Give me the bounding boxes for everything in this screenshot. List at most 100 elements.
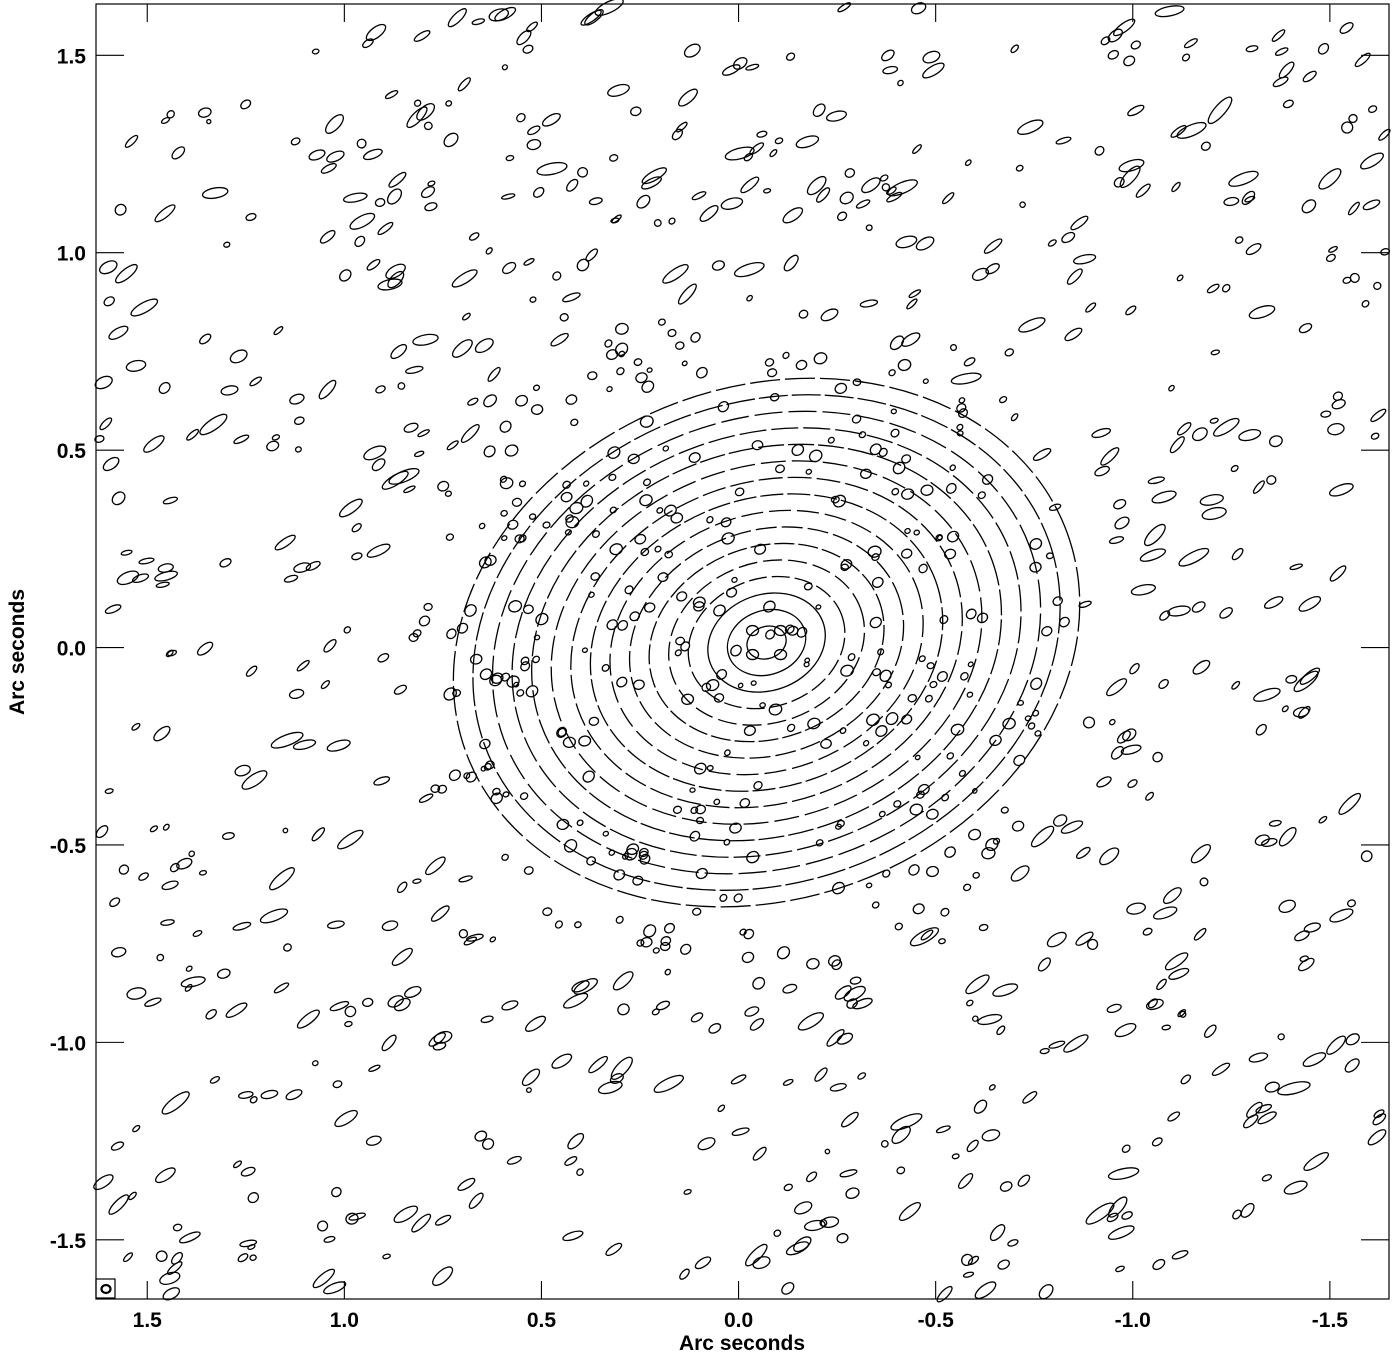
beam-box	[95, 1278, 116, 1299]
contour-blob	[1013, 754, 1026, 767]
contour-blob	[393, 997, 411, 1012]
contour-blob	[393, 1205, 419, 1224]
contour-blob	[908, 864, 920, 876]
contour-blob	[443, 132, 459, 148]
contour-blob	[1022, 1091, 1038, 1104]
contour-blob	[516, 112, 526, 123]
contour-blob	[624, 847, 638, 861]
contour-blob	[1331, 398, 1346, 410]
contour-blob	[581, 647, 588, 654]
contour-blob	[690, 332, 701, 343]
contour-blob	[840, 664, 855, 677]
contour-blob	[576, 819, 584, 827]
contour-blob	[108, 325, 129, 340]
contour-blob	[938, 938, 946, 945]
contour-blob	[871, 668, 882, 677]
y-axis-tick-labels: 1.5 1.0 0.5 0.0 -0.5 -1.0 -1.5	[50, 45, 87, 1252]
contour-blob	[731, 1127, 750, 1137]
contour-blob	[890, 408, 898, 415]
contour-blob	[782, 351, 790, 360]
contour-blob	[1142, 927, 1153, 936]
contour-blob	[901, 454, 912, 464]
contour-blob	[806, 957, 820, 970]
contour-blob	[861, 177, 881, 194]
contour-blob	[1127, 779, 1138, 789]
contour-blob	[862, 739, 870, 747]
contour-blob	[249, 1096, 258, 1104]
contour-blob	[311, 827, 326, 842]
contour-blob	[478, 522, 486, 530]
contour-blob	[125, 359, 147, 372]
contour-blob	[556, 818, 570, 831]
contour-blob	[344, 1005, 357, 1018]
contour-blob	[514, 534, 525, 544]
contour-blob	[484, 760, 495, 770]
contour-blob	[565, 514, 574, 523]
contour-blob	[1231, 680, 1241, 690]
contour-blob	[783, 254, 799, 272]
contour-blob	[981, 846, 996, 860]
contour-blob	[602, 830, 610, 837]
contour-blob	[1209, 417, 1219, 424]
contour-blob	[695, 804, 707, 815]
contour-blob	[334, 1109, 358, 1128]
contour-blob	[1297, 705, 1311, 719]
contour-blob	[659, 941, 671, 952]
contour-blob	[683, 1188, 692, 1195]
contour-blob	[132, 1124, 141, 1133]
contour-blob	[413, 99, 422, 107]
contour-blob	[1058, 616, 1070, 628]
contour-blob	[972, 1015, 979, 1022]
contour-blob	[434, 1214, 452, 1226]
contour-blob	[535, 612, 549, 626]
contour-blob	[828, 955, 841, 967]
contour-blob	[584, 9, 604, 26]
contour-blob	[795, 359, 808, 371]
contour-blob	[610, 217, 620, 224]
contour-blob	[706, 764, 714, 772]
contour-blob	[239, 1239, 258, 1248]
contour-blob	[839, 1169, 858, 1178]
contour-blob	[349, 212, 376, 230]
contour-blob	[1167, 1111, 1181, 1122]
contour-blob	[1329, 908, 1354, 923]
contour-blob	[1100, 447, 1120, 466]
contour-blob	[1126, 902, 1146, 915]
contour-blob	[406, 106, 428, 129]
contour-blob	[1162, 887, 1182, 905]
contour-blob	[847, 653, 856, 662]
contour-blob	[721, 64, 741, 76]
contour-blob	[423, 602, 433, 611]
contour-blob	[1096, 776, 1112, 788]
beam-ellipse	[100, 1283, 112, 1295]
contour-blob	[499, 420, 512, 433]
fringe-ring	[609, 509, 924, 776]
contour-blob	[437, 784, 448, 794]
contour-blob	[732, 56, 748, 70]
contour-blob	[717, 401, 730, 413]
contour-blob	[381, 470, 409, 490]
contour-blob	[1176, 422, 1192, 436]
contour-blob	[636, 194, 651, 209]
contour-blob	[490, 792, 503, 805]
contour-blob	[614, 342, 629, 357]
contour-blob	[483, 445, 496, 458]
contour-blob	[958, 408, 968, 419]
contour-blob	[805, 1171, 818, 1183]
contour-blob	[99, 417, 113, 431]
contour-blob	[500, 672, 511, 682]
contour-blob	[756, 130, 768, 138]
contour-blob	[479, 738, 491, 750]
contour-blob	[420, 186, 436, 199]
contour-blob	[1191, 427, 1208, 442]
contour-blob	[840, 563, 850, 572]
contour-blob	[1072, 253, 1097, 265]
fringe-ring	[687, 575, 846, 710]
contour-blob	[922, 50, 941, 64]
contour-blob	[562, 736, 577, 748]
contour-blob	[941, 793, 950, 802]
contour-blob	[582, 770, 595, 783]
contour-blob	[674, 649, 682, 657]
contour-blob	[354, 235, 366, 248]
y-axis-ticks	[96, 54, 1389, 1241]
